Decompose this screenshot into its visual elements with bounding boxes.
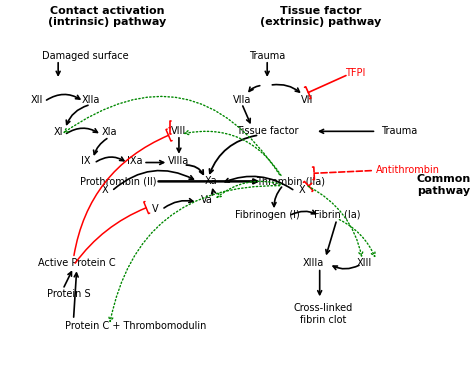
Text: IXa: IXa: [127, 157, 143, 166]
Text: Fibrin (Ia): Fibrin (Ia): [314, 210, 360, 220]
Text: Contact activation
(intrinsic) pathway: Contact activation (intrinsic) pathway: [48, 6, 166, 27]
Text: VII: VII: [301, 95, 313, 105]
Text: Xa: Xa: [205, 176, 218, 186]
Text: Protein C + Thrombomodulin: Protein C + Thrombomodulin: [65, 322, 207, 332]
Text: Antithrombin: Antithrombin: [376, 165, 440, 175]
Text: XIa: XIa: [101, 127, 117, 137]
Text: TFPI: TFPI: [345, 68, 365, 78]
Text: V: V: [153, 204, 159, 213]
Text: Thrombin (IIa): Thrombin (IIa): [256, 176, 325, 186]
Text: XII: XII: [31, 95, 44, 105]
Text: Cross-linked
fibrin clot: Cross-linked fibrin clot: [293, 303, 353, 324]
Text: Trauma: Trauma: [249, 51, 285, 61]
Text: Trauma: Trauma: [381, 126, 417, 136]
Text: VIIa: VIIa: [232, 95, 251, 105]
Text: Damaged surface: Damaged surface: [42, 51, 128, 61]
Text: Tissue factor
(extrinsic) pathway: Tissue factor (extrinsic) pathway: [260, 6, 381, 27]
Text: X: X: [101, 185, 108, 195]
Text: XIIIa: XIIIa: [303, 258, 324, 268]
Text: Common
pathway: Common pathway: [417, 174, 471, 196]
Text: Protein S: Protein S: [46, 289, 90, 299]
Text: Fibrinogen (I): Fibrinogen (I): [235, 210, 300, 220]
Text: Tissue factor: Tissue factor: [236, 126, 299, 136]
Text: VIII: VIII: [171, 126, 187, 136]
Text: XIII: XIII: [357, 258, 373, 268]
Text: Active Protein C: Active Protein C: [38, 258, 116, 268]
Text: Prothrombin (II): Prothrombin (II): [80, 176, 157, 186]
Text: Va: Va: [201, 195, 213, 205]
Text: VIIIa: VIIIa: [168, 157, 190, 166]
Text: X: X: [299, 185, 305, 195]
Text: XI: XI: [54, 127, 63, 137]
Text: IX: IX: [81, 157, 91, 166]
Text: XIIa: XIIa: [82, 95, 100, 105]
